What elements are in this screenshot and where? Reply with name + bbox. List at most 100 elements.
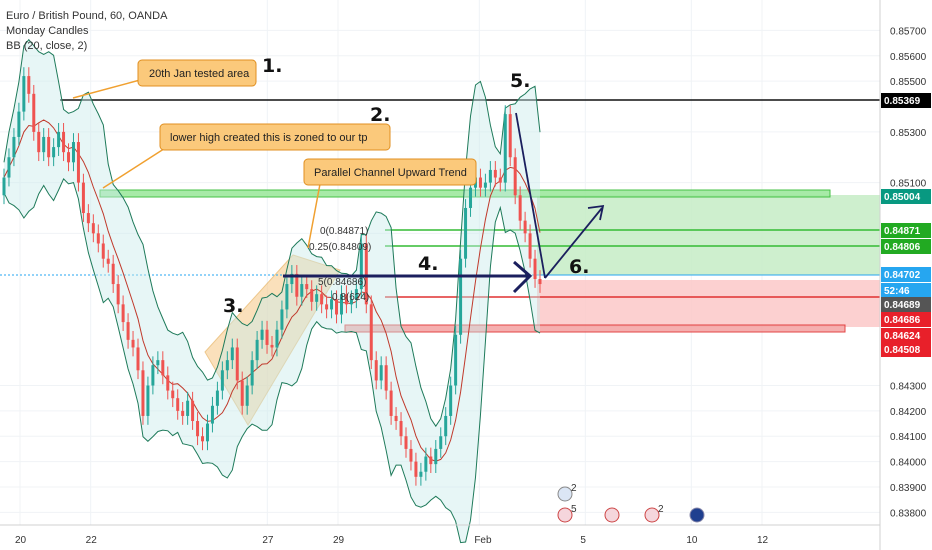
candle-35 — [176, 389, 180, 420]
y-tick-label-9: 0.84000 — [890, 458, 927, 469]
candle-74 — [369, 295, 373, 370]
candle-96 — [478, 168, 482, 197]
x-tick-label-1: 22 — [86, 535, 98, 546]
candle-53 — [265, 320, 269, 354]
candle-30 — [151, 356, 155, 395]
candle-107 — [533, 249, 537, 288]
y-tick-label-10: 0.83900 — [890, 483, 927, 494]
price-tag-label-3: 0.84806 — [884, 242, 921, 253]
arrow-4-head — [512, 260, 533, 294]
indicator-name[interactable]: BB (20, close, 2) — [6, 40, 88, 52]
event-badge-count-1: 2 — [571, 483, 577, 494]
candle-73 — [364, 234, 368, 314]
candle-90 — [449, 376, 453, 425]
candle-19 — [96, 224, 100, 253]
symbol-title[interactable]: Euro / British Pound, 60, OANDA — [6, 10, 168, 22]
fib-label-0: 0(0.84871) — [320, 226, 368, 237]
candle-97 — [483, 173, 487, 197]
x-tick-label-4: Feb — [474, 535, 492, 546]
candle-2 — [12, 128, 16, 167]
chart-legend: Euro / British Pound, 60, OANDA Monday C… — [6, 9, 167, 54]
candle-82 — [409, 440, 413, 471]
price-tag-8: 0.84624 — [881, 328, 931, 343]
candle-62 — [310, 280, 314, 311]
candle-84 — [419, 462, 423, 486]
event-badges[interactable]: 2 5 2 — [557, 483, 705, 523]
bb-lower — [3, 178, 541, 544]
candle-60 — [300, 275, 304, 306]
candle-31 — [156, 351, 160, 375]
tp-zone — [537, 195, 880, 275]
candle-22 — [111, 254, 115, 293]
candle-85 — [424, 447, 428, 481]
candle-33 — [166, 366, 170, 400]
candle-72 — [359, 234, 363, 299]
candle-43 — [215, 381, 219, 415]
step-label-5: 5. — [510, 70, 530, 92]
candle-16 — [81, 173, 85, 222]
arrow-5-line — [515, 112, 546, 279]
x-tick-label-6: 10 — [686, 535, 698, 546]
script-name[interactable]: Monday Candles — [6, 25, 89, 37]
step-label-2: 2. — [370, 104, 390, 126]
candle-98 — [488, 161, 492, 192]
event-icon-5 — [689, 507, 705, 523]
candle-24 — [121, 295, 125, 331]
candle-69 — [344, 285, 348, 314]
price-tag-3: 0.84806 — [881, 239, 931, 254]
fib-label-025: 0.25(0.84809) — [309, 242, 371, 253]
bb-upper — [3, 38, 541, 428]
x-tick-label-5: 5 — [580, 535, 586, 546]
y-tick-label-2: 0.85500 — [890, 77, 927, 88]
price-tag-label-6: 0.84689 — [884, 300, 921, 311]
candle-28 — [141, 361, 145, 425]
candle-57 — [285, 275, 289, 319]
candle-29 — [146, 376, 150, 425]
y-tick-label-3: 0.85300 — [890, 128, 927, 139]
candle-9 — [47, 128, 51, 167]
candle-86 — [429, 447, 433, 474]
candles-group — [2, 67, 542, 486]
x-tick-label-3: 29 — [333, 535, 345, 546]
y-tick-label-11: 0.83800 — [890, 508, 927, 519]
candle-88 — [439, 427, 443, 458]
event-icon-1 — [557, 486, 573, 502]
price-tag-label-9: 0.84508 — [884, 345, 921, 356]
candle-93 — [464, 199, 468, 268]
candle-11 — [57, 123, 61, 156]
y-tick-label-8: 0.84100 — [890, 432, 927, 443]
candle-6 — [32, 84, 36, 141]
fib-label-05: 5(0.84686) — [318, 277, 366, 288]
candle-46 — [230, 338, 234, 370]
step-label-1: 1. — [262, 55, 282, 77]
candle-26 — [131, 330, 135, 357]
candle-18 — [91, 214, 95, 243]
candle-75 — [374, 351, 378, 390]
candle-58 — [290, 265, 294, 293]
candle-23 — [116, 275, 120, 314]
price-tag-1: 0.85004 — [881, 189, 931, 204]
x-axis-ticks: 20 22 27 29 Feb 5 10 12 — [15, 535, 769, 546]
candle-80 — [399, 412, 403, 446]
y-tick-label-1: 0.85600 — [890, 52, 927, 63]
price-tag-label-0: 0.85369 — [884, 96, 921, 107]
candle-65 — [325, 295, 329, 319]
candle-108 — [538, 270, 542, 293]
callout-1-text: 20th Jan tested area — [149, 68, 250, 80]
price-tag-label-5: 52:46 — [884, 286, 910, 297]
candle-10 — [52, 138, 56, 167]
candle-103 — [513, 148, 517, 205]
candle-67 — [335, 290, 339, 324]
candle-59 — [295, 265, 299, 306]
price-tag-5: 52:46 — [881, 283, 931, 298]
candle-56 — [280, 300, 284, 339]
candle-38 — [191, 391, 195, 430]
sl-zone — [537, 280, 880, 327]
candle-3 — [17, 102, 21, 146]
price-tags: 0.85369 0.85004 0.84871 0.84806 0.84702 52:46… — [881, 93, 931, 357]
candle-48 — [240, 371, 244, 415]
candle-92 — [459, 249, 463, 344]
y-tick-label-7: 0.84200 — [890, 407, 927, 418]
price-tag-label-2: 0.84871 — [884, 226, 921, 237]
